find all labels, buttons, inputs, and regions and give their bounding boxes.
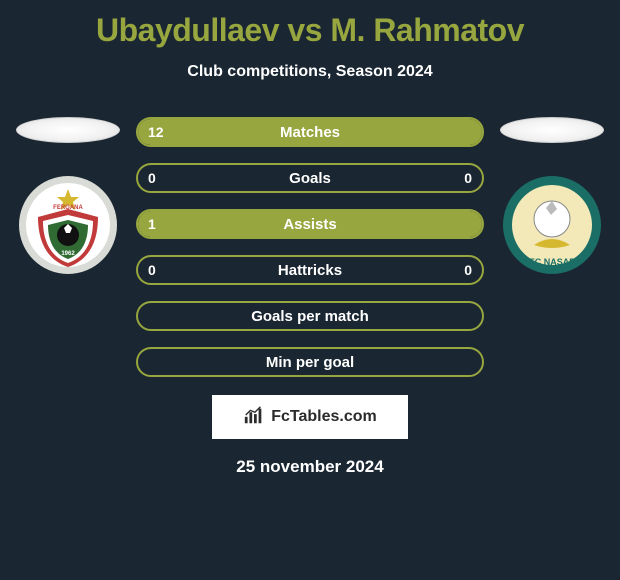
brand-text: FcTables.com xyxy=(271,408,377,426)
stat-bar: 0 0 Hattricks xyxy=(136,255,484,285)
bar-label: Min per goal xyxy=(266,354,354,371)
stat-bar: Goals per match xyxy=(136,301,484,331)
bar-value-left: 0 xyxy=(148,170,156,186)
stat-bar: Min per goal xyxy=(136,347,484,377)
date-label: 25 november 2024 xyxy=(0,457,620,477)
svg-text:FC NASAF: FC NASAF xyxy=(529,257,575,267)
subtitle: Club competitions, Season 2024 xyxy=(0,63,620,81)
bar-value-left: 0 xyxy=(148,262,156,278)
bar-value-right: 0 xyxy=(464,170,472,186)
stat-bar: 0 0 Goals xyxy=(136,163,484,193)
stat-bar: 1 Assists xyxy=(136,209,484,239)
comparison-row: FERGANA 1962 12 Matches 0 0 Goals 1 Assists 0 0 H… xyxy=(0,117,620,377)
bar-value-left: 1 xyxy=(148,216,156,232)
bar-label: Matches xyxy=(280,124,340,141)
left-club-logo: FERGANA 1962 xyxy=(18,175,118,275)
bar-label: Hattricks xyxy=(278,262,342,279)
svg-text:FERGANA: FERGANA xyxy=(53,205,83,211)
left-side: FERGANA 1962 xyxy=(8,117,128,275)
svg-text:1962: 1962 xyxy=(61,251,75,257)
bar-value-right: 0 xyxy=(464,262,472,278)
bar-label: Assists xyxy=(283,216,336,233)
page-title: Ubaydullaev vs M. Rahmatov xyxy=(0,0,620,49)
right-side: FC NASAF xyxy=(492,117,612,275)
bar-label: Goals xyxy=(289,170,331,187)
right-club-logo: FC NASAF xyxy=(502,175,602,275)
brand-box: FcTables.com xyxy=(212,395,408,439)
bar-label: Goals per match xyxy=(251,308,369,325)
right-player-silhouette xyxy=(500,117,604,143)
stat-bars: 12 Matches 0 0 Goals 1 Assists 0 0 Hattricks Goals… xyxy=(128,117,492,377)
left-player-silhouette xyxy=(16,117,120,143)
brand-chart-icon xyxy=(243,404,265,431)
bar-value-left: 12 xyxy=(148,124,164,140)
stat-bar: 12 Matches xyxy=(136,117,484,147)
